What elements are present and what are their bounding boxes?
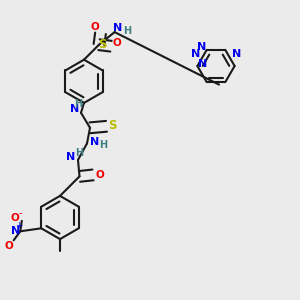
- Text: S: S: [108, 119, 117, 132]
- Text: H: H: [74, 99, 83, 110]
- Text: H: H: [99, 140, 108, 150]
- Text: N: N: [113, 23, 122, 34]
- Text: -: -: [19, 208, 22, 218]
- Text: O: O: [112, 38, 121, 48]
- Text: O: O: [91, 22, 100, 32]
- Text: O: O: [5, 241, 14, 251]
- Text: N: N: [197, 43, 206, 52]
- Text: N: N: [232, 49, 241, 59]
- Text: O: O: [11, 213, 20, 223]
- Text: N: N: [70, 104, 79, 114]
- Text: N: N: [11, 226, 20, 236]
- Text: N: N: [90, 137, 99, 147]
- Text: N: N: [198, 58, 207, 69]
- Text: S: S: [98, 38, 106, 51]
- Text: O: O: [95, 170, 104, 180]
- Text: +: +: [15, 221, 22, 230]
- Text: N: N: [191, 49, 200, 59]
- Text: N: N: [66, 152, 75, 162]
- Text: H: H: [75, 148, 84, 158]
- Text: H: H: [123, 26, 131, 36]
